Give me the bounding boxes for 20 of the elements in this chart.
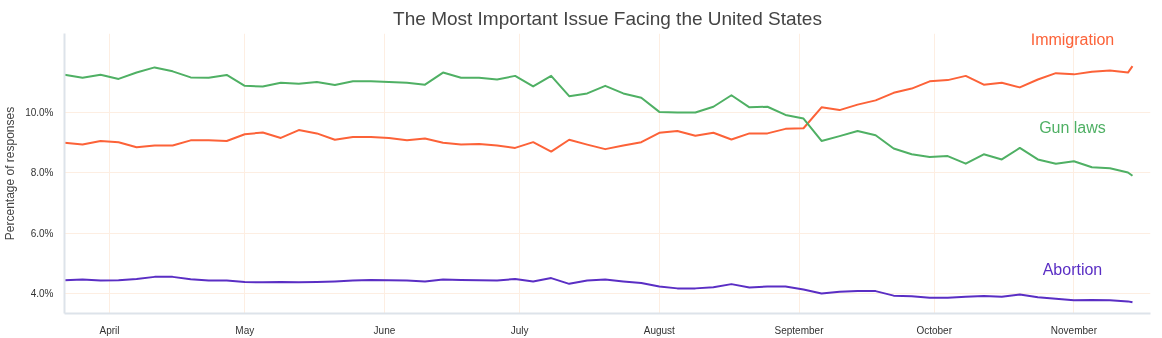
line-series bbox=[64, 66, 1134, 177]
y-tick-label: 10.0% bbox=[25, 106, 54, 118]
x-tick-label: June bbox=[373, 324, 396, 336]
x-tick-label: May bbox=[235, 324, 255, 336]
y-tick-label: 6.0% bbox=[30, 227, 54, 239]
x-tick-label: October bbox=[916, 324, 953, 336]
line-series bbox=[64, 275, 1134, 304]
x-tick-label: August bbox=[643, 324, 676, 336]
series-label: Immigration bbox=[1030, 31, 1115, 49]
y-tick-label: 8.0% bbox=[30, 167, 54, 179]
x-tick-label: September bbox=[774, 324, 825, 336]
y-axis-title: Percentage of responses bbox=[3, 106, 18, 241]
x-tick-label: April bbox=[99, 324, 120, 336]
line-series bbox=[64, 65, 1134, 153]
x-tick-label: November bbox=[1050, 324, 1098, 336]
chart-title: The Most Important Issue Facing the United States bbox=[393, 7, 822, 29]
y-tick-label: 4.0% bbox=[30, 288, 54, 300]
series-label: Gun laws bbox=[1039, 118, 1106, 136]
series-label: Abortion bbox=[1042, 261, 1103, 279]
x-tick-label: July bbox=[510, 324, 529, 336]
